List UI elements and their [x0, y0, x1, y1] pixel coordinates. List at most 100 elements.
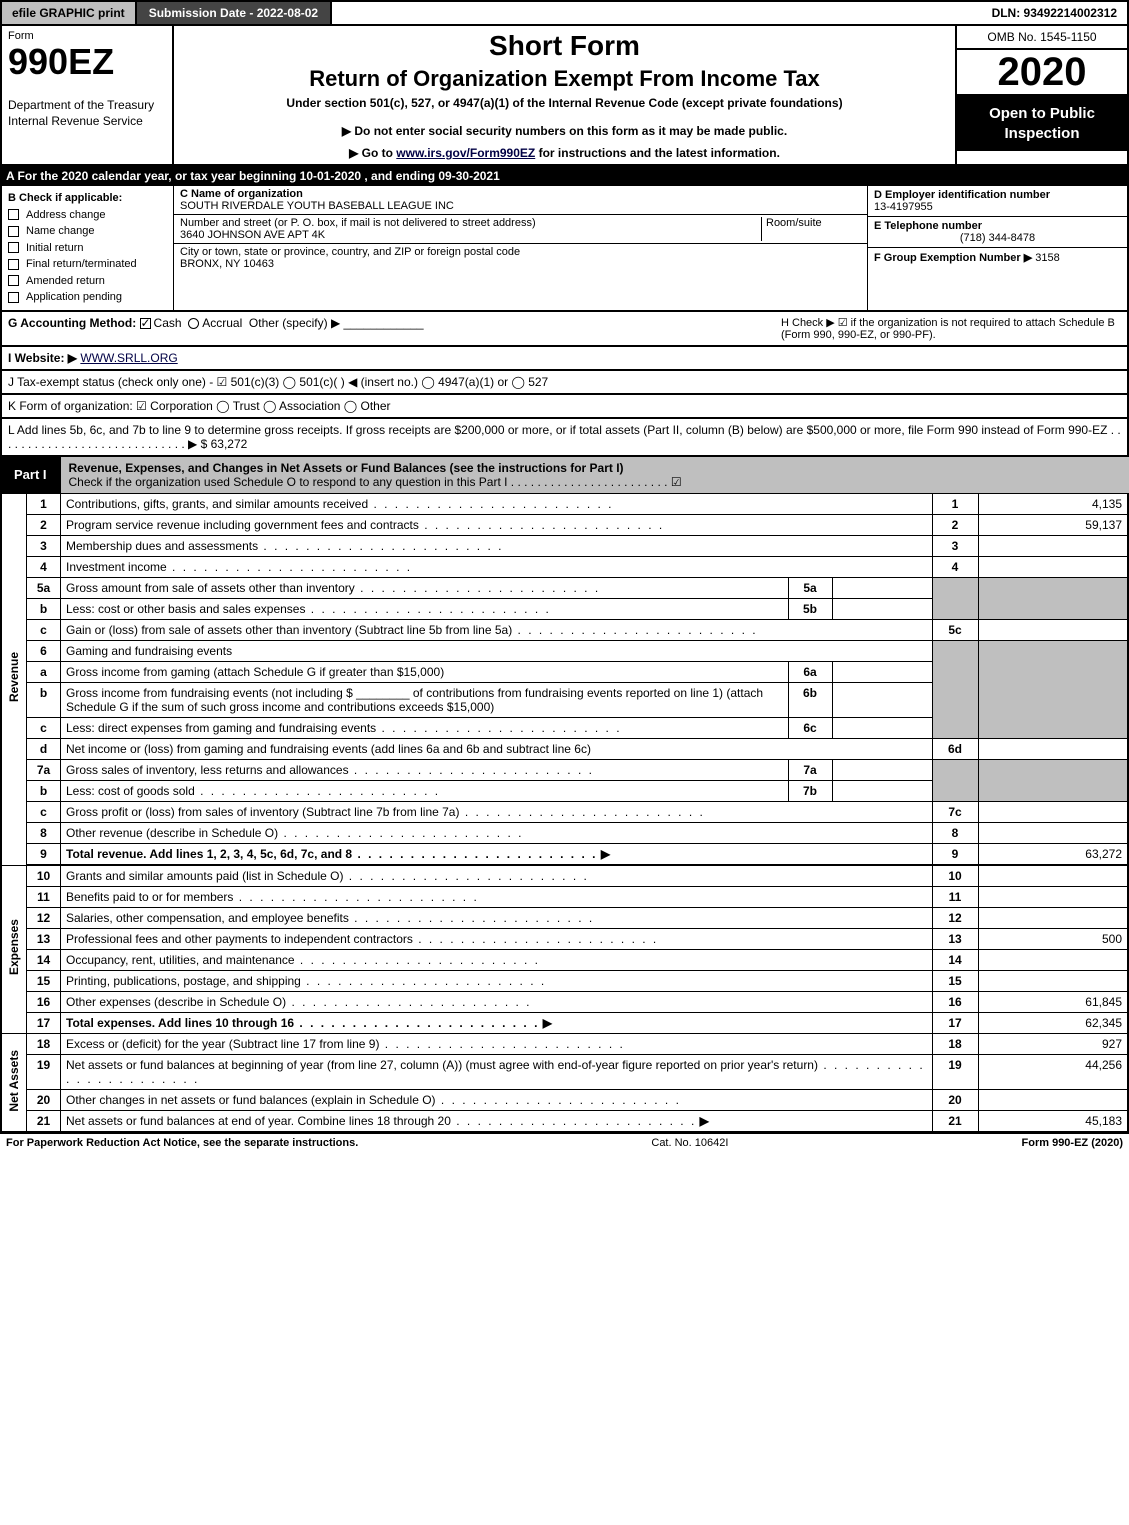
line-amt: [978, 738, 1128, 759]
chk-label: Initial return: [26, 240, 83, 257]
line-box: 1: [932, 493, 978, 514]
line-box: 7c: [932, 801, 978, 822]
line-num: 4: [27, 556, 61, 577]
g-cash: Cash: [154, 316, 182, 330]
line-desc: Gross profit or (loss) from sales of inv…: [66, 805, 705, 819]
line-box: 5c: [932, 619, 978, 640]
line-box: 6d: [932, 738, 978, 759]
line-amt: [978, 886, 1128, 907]
subtitle-ssn: ▶ Do not enter social security numbers o…: [184, 124, 945, 138]
chk-label: Final return/terminated: [26, 256, 137, 273]
line-amt: 59,137: [978, 514, 1128, 535]
goto-suffix: for instructions and the latest informat…: [535, 146, 780, 160]
line-amt: 4,135: [978, 493, 1128, 514]
netassets-label: Net Assets: [1, 1033, 27, 1132]
line-desc: Salaries, other compensation, and employ…: [66, 911, 594, 925]
row-g-h: G Accounting Method: Cash Accrual Other …: [0, 312, 1129, 347]
line-box: 3: [932, 535, 978, 556]
g-label: G Accounting Method:: [8, 316, 136, 330]
line-6: 6 Gaming and fundraising events: [1, 640, 1128, 661]
efile-print-button[interactable]: efile GRAPHIC print: [2, 2, 137, 24]
c-addr-row: Number and street (or P. O. box, if mail…: [174, 215, 867, 244]
line-4: 4 Investment income 4: [1, 556, 1128, 577]
info-block: B Check if applicable: Address change Na…: [0, 186, 1129, 312]
line-amt: [978, 907, 1128, 928]
line-amt: [978, 1089, 1128, 1110]
mini-amt: [832, 661, 932, 682]
line-desc: Grants and similar amounts paid (list in…: [66, 869, 589, 883]
line-amt: [978, 822, 1128, 843]
chk-final[interactable]: Final return/terminated: [8, 256, 167, 273]
mini-box: 7b: [788, 780, 832, 801]
line-desc: Contributions, gifts, grants, and simila…: [66, 497, 614, 511]
line-10: Expenses 10 Grants and similar amounts p…: [1, 865, 1128, 886]
line-num: 18: [27, 1033, 61, 1054]
line-desc: Other changes in net assets or fund bala…: [66, 1093, 681, 1107]
line-box: 20: [932, 1089, 978, 1110]
mini-amt: [832, 717, 932, 738]
line-5a: 5a Gross amount from sale of assets othe…: [1, 577, 1128, 598]
section-c: C Name of organization SOUTH RIVERDALE Y…: [174, 186, 867, 310]
part1-title-text: Revenue, Expenses, and Changes in Net As…: [69, 461, 624, 475]
footer-left: For Paperwork Reduction Act Notice, see …: [6, 1137, 358, 1149]
line-num: 14: [27, 949, 61, 970]
b-title: B Check if applicable:: [8, 190, 167, 207]
subtitle-link: ▶ Go to www.irs.gov/Form990EZ for instru…: [184, 146, 945, 160]
line-7c: c Gross profit or (loss) from sales of i…: [1, 801, 1128, 822]
chk-amended[interactable]: Amended return: [8, 273, 167, 290]
addr: 3640 JOHNSON AVE APT 4K: [180, 229, 325, 241]
revenue-label: Revenue: [1, 493, 27, 865]
form-number: 990EZ: [8, 44, 166, 80]
chk-pending[interactable]: Application pending: [8, 289, 167, 306]
line-box: 18: [932, 1033, 978, 1054]
f-label: F Group Exemption Number ▶: [874, 252, 1032, 264]
line-amt: [978, 556, 1128, 577]
spacer: [332, 2, 981, 24]
line-box: 8: [932, 822, 978, 843]
chk-name[interactable]: Name change: [8, 223, 167, 240]
line-amt: 63,272: [978, 843, 1128, 864]
line-num: b: [27, 780, 61, 801]
row-l: L Add lines 5b, 6c, and 7b to line 9 to …: [0, 419, 1129, 457]
mini-box: 6a: [788, 661, 832, 682]
line-desc: Gain or (loss) from sale of assets other…: [66, 623, 758, 637]
line-amt: 927: [978, 1033, 1128, 1054]
line-20: 20 Other changes in net assets or fund b…: [1, 1089, 1128, 1110]
line-desc: Gross amount from sale of assets other t…: [66, 581, 600, 595]
line-desc: Net income or (loss) from gaming and fun…: [61, 738, 933, 759]
omb-number: OMB No. 1545-1150: [957, 26, 1127, 50]
arrow-icon: ▶: [543, 1016, 552, 1030]
part1-check: Check if the organization used Schedule …: [69, 475, 682, 489]
line-num: 10: [27, 865, 61, 886]
arrow-icon: ▶: [601, 847, 610, 861]
shade: [978, 759, 1128, 801]
irs-link[interactable]: www.irs.gov/Form990EZ: [396, 146, 535, 160]
line-num: 5a: [27, 577, 61, 598]
shade: [978, 577, 1128, 619]
line-num: 2: [27, 514, 61, 535]
line-desc: Net assets or fund balances at beginning…: [66, 1058, 925, 1086]
line-num: c: [27, 619, 61, 640]
title-short-form: Short Form: [184, 30, 945, 62]
mini-box: 7a: [788, 759, 832, 780]
chk-address[interactable]: Address change: [8, 207, 167, 224]
line-num: 19: [27, 1054, 61, 1089]
line-box: 2: [932, 514, 978, 535]
line-num: 3: [27, 535, 61, 556]
shade: [932, 640, 978, 738]
room-label: Room/suite: [761, 217, 861, 241]
line-desc: Gross sales of inventory, less returns a…: [66, 763, 594, 777]
line-amt: [978, 535, 1128, 556]
line-9: 9 Total revenue. Add lines 1, 2, 3, 4, 5…: [1, 843, 1128, 864]
line-19: 19 Net assets or fund balances at beginn…: [1, 1054, 1128, 1089]
chk-initial[interactable]: Initial return: [8, 240, 167, 257]
d-ein: D Employer identification number 13-4197…: [868, 186, 1127, 217]
mini-amt: [832, 577, 932, 598]
checkbox-icon: [8, 275, 19, 286]
website-link[interactable]: WWW.SRLL.ORG: [80, 351, 177, 365]
open-inspection: Open to Public Inspection: [957, 96, 1127, 151]
d1: Gross income from fundraising events (no…: [66, 686, 353, 700]
line-amt: 61,845: [978, 991, 1128, 1012]
phone-value: (718) 344-8478: [874, 232, 1121, 244]
line-14: 14 Occupancy, rent, utilities, and maint…: [1, 949, 1128, 970]
